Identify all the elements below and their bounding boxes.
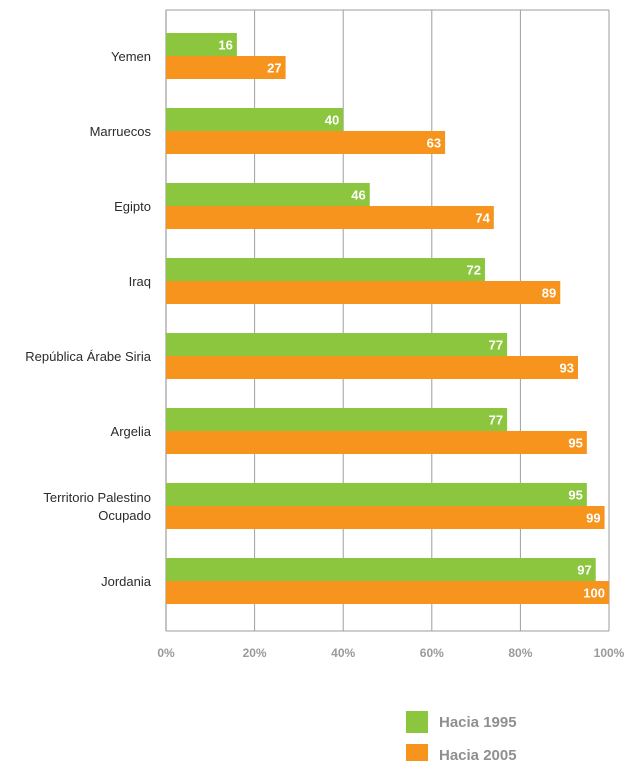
x-tick-label: 0% (157, 646, 175, 660)
data-label: 74 (475, 211, 490, 226)
bar-2005 (166, 131, 446, 154)
data-label: 77 (489, 413, 503, 428)
data-label: 46 (351, 188, 365, 203)
data-label: 97 (577, 563, 591, 578)
data-label: 63 (427, 136, 441, 151)
legend-swatch (406, 744, 428, 766)
category-label: Territorio Palestino Ocupado (43, 490, 151, 523)
x-tick-label: 100% (594, 646, 625, 660)
x-tick-label: 80% (508, 646, 532, 660)
bar-2005 (166, 431, 587, 454)
data-label: 99 (586, 511, 600, 526)
data-label: 72 (466, 263, 480, 278)
category-label: Iraq (129, 274, 151, 289)
bar-1995 (166, 483, 587, 506)
bar-2005 (166, 506, 605, 529)
data-label: 95 (568, 488, 582, 503)
bar-1995 (166, 183, 370, 206)
category-label: Marruecos (90, 124, 152, 139)
category-label: República Árabe Siria (25, 349, 152, 364)
legend-swatch (406, 711, 428, 733)
bar-1995 (166, 258, 485, 281)
data-label: 100 (583, 586, 605, 601)
category-label: Yemen (111, 49, 151, 64)
bar-1995 (166, 333, 508, 356)
data-label: 16 (218, 38, 232, 53)
legend-label: Hacia 2005 (439, 747, 517, 761)
data-label: 40 (325, 113, 339, 128)
bar-2005 (166, 281, 561, 304)
bar-2005 (166, 356, 578, 379)
bar-2005 (166, 56, 286, 79)
bar-1995 (166, 108, 344, 131)
bar-1995 (166, 408, 508, 431)
bar-1995 (166, 558, 596, 581)
bar-1995 (166, 33, 237, 56)
data-label: 89 (542, 286, 556, 301)
category-label: Egipto (114, 199, 151, 214)
x-tick-label: 40% (331, 646, 355, 660)
data-label: 95 (568, 436, 582, 451)
category-label: Argelia (111, 424, 152, 439)
legend-label: Hacia 1995 (439, 714, 517, 731)
data-label: 77 (489, 338, 503, 353)
category-label: Jordania (101, 574, 152, 589)
x-tick-label: 60% (420, 646, 444, 660)
data-label: 27 (267, 61, 281, 76)
bar-2005 (166, 581, 609, 604)
data-label: 93 (560, 361, 574, 376)
x-tick-label: 20% (243, 646, 267, 660)
bar-2005 (166, 206, 494, 229)
